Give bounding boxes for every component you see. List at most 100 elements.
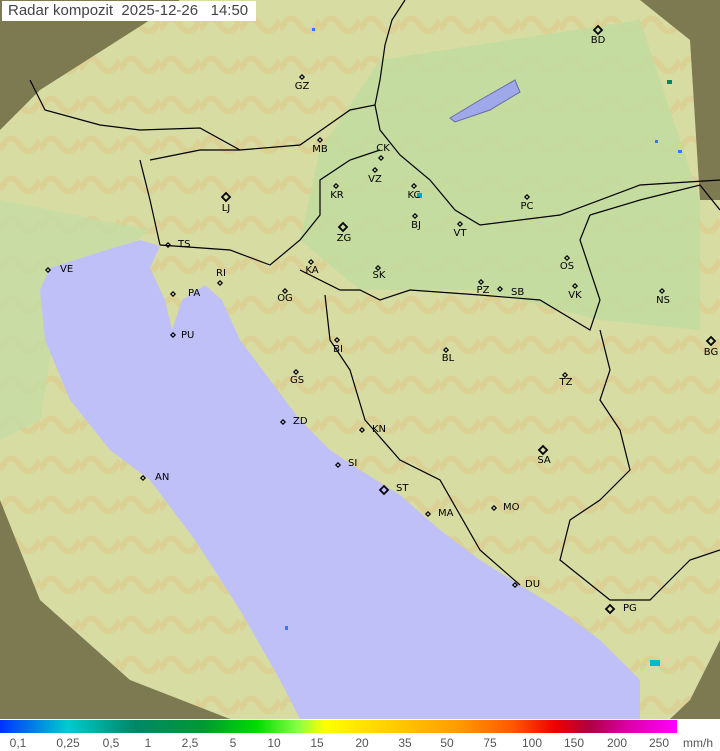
station-label-kc: KC bbox=[407, 190, 421, 201]
station-label-bl: BL bbox=[441, 353, 455, 364]
station-label-mo: MO bbox=[503, 502, 520, 513]
station-marker-bd bbox=[592, 24, 604, 36]
station-label-os: OS bbox=[559, 261, 575, 272]
station-label-bd: BD bbox=[590, 35, 606, 46]
echo bbox=[678, 150, 682, 153]
station-label-tz: TZ bbox=[559, 377, 573, 388]
legend-tick: 0,25 bbox=[56, 736, 80, 750]
station-marker-os bbox=[563, 254, 571, 262]
station-marker-vz bbox=[371, 166, 379, 174]
station-label-pa: PA bbox=[188, 288, 201, 299]
station-marker-ck bbox=[377, 154, 385, 162]
station-marker-mo bbox=[490, 504, 498, 512]
echo bbox=[312, 28, 315, 31]
station-label-sa: SA bbox=[537, 455, 551, 466]
station-marker-st bbox=[378, 484, 390, 496]
lake-balaton bbox=[449, 79, 521, 123]
station-marker-gs bbox=[292, 368, 300, 376]
station-label-zd: ZD bbox=[293, 416, 308, 427]
station-marker-pz bbox=[477, 278, 485, 286]
legend-tick: 0,5 bbox=[102, 736, 120, 750]
legend-tick: 250 bbox=[648, 736, 670, 750]
station-marker-du bbox=[511, 581, 519, 589]
station-marker-vt bbox=[456, 220, 464, 228]
station-label-pu: PU bbox=[181, 330, 195, 341]
station-label-ts: TS bbox=[178, 239, 191, 250]
station-label-bj: BJ bbox=[411, 220, 421, 231]
legend-tick: 15 bbox=[310, 736, 324, 750]
station-label-vk: VK bbox=[568, 290, 582, 301]
station-label-kn: KN bbox=[372, 424, 387, 435]
station-label-pz: PZ bbox=[476, 285, 490, 296]
adriatic-sea bbox=[40, 240, 640, 719]
station-marker-an bbox=[139, 474, 147, 482]
station-label-gs: GS bbox=[289, 375, 305, 386]
station-marker-pg bbox=[604, 603, 616, 615]
station-marker-kn bbox=[358, 426, 366, 434]
station-label-gz: GZ bbox=[294, 81, 310, 92]
station-marker-zd bbox=[279, 418, 287, 426]
station-label-vt: VT bbox=[453, 228, 467, 239]
legend-tick: 10 bbox=[267, 736, 281, 750]
station-label-lj: LJ bbox=[221, 203, 231, 214]
station-label-an: AN bbox=[155, 472, 170, 483]
station-label-vz: VZ bbox=[368, 174, 382, 185]
radar-map[interactable]: GZ BD MB CK VZ KR KC LJ ZG BJ VT PC TS VE KA SK OS RI PA OG… bbox=[0, 0, 720, 720]
station-marker-gz bbox=[298, 73, 306, 81]
legend-tick: 200 bbox=[606, 736, 628, 750]
station-marker-kr bbox=[332, 182, 340, 190]
station-label-sb: SB bbox=[511, 287, 525, 298]
legend-tick: 2,5 bbox=[181, 736, 199, 750]
station-marker-tz bbox=[561, 371, 569, 379]
map-canvas bbox=[0, 0, 720, 719]
country-borders bbox=[29, 0, 720, 601]
station-label-ck: CK bbox=[376, 143, 390, 154]
radar-echoes bbox=[285, 28, 682, 666]
legend-tick: 20 bbox=[355, 736, 369, 750]
station-marker-ka bbox=[307, 258, 315, 266]
echo bbox=[285, 626, 288, 630]
station-marker-ts bbox=[164, 241, 172, 249]
station-marker-vk bbox=[571, 282, 579, 290]
station-label-du: DU bbox=[525, 579, 541, 590]
station-label-mb: MB bbox=[312, 144, 328, 155]
station-label-kr: KR bbox=[330, 190, 344, 201]
station-marker-kc bbox=[410, 182, 418, 190]
station-marker-sb bbox=[496, 285, 504, 293]
station-label-pg: PG bbox=[623, 603, 637, 614]
station-label-bi: BI bbox=[333, 344, 343, 355]
map-title: Radar kompozit 2025-12-26 14:50 bbox=[2, 1, 257, 21]
station-label-ve: VE bbox=[60, 264, 74, 275]
station-label-bg: BG bbox=[703, 347, 719, 358]
station-marker-pc bbox=[523, 193, 531, 201]
legend-tick: 1 bbox=[144, 736, 152, 750]
station-marker-zg bbox=[337, 221, 349, 233]
station-marker-bl bbox=[442, 346, 450, 354]
station-marker-lj bbox=[220, 191, 232, 203]
lowland-po bbox=[0, 200, 150, 440]
station-marker-bi bbox=[333, 336, 341, 344]
station-marker-ve bbox=[44, 266, 52, 274]
station-label-ri: RI bbox=[216, 268, 226, 279]
station-label-zg: ZG bbox=[336, 233, 352, 244]
legend-tick: 75 bbox=[483, 736, 497, 750]
legend-tick: 50 bbox=[440, 736, 454, 750]
station-label-ma: MA bbox=[438, 508, 454, 519]
station-marker-bg bbox=[705, 335, 717, 347]
legend-tick: 35 bbox=[398, 736, 412, 750]
precipitation-legend: 0,1 0,25 0,5 1 2,5 5 10 15 20 35 50 75 100 150 200 250 … bbox=[0, 719, 720, 751]
legend-tick: 5 bbox=[229, 736, 237, 750]
station-label-sk: SK bbox=[372, 270, 386, 281]
station-marker-ri bbox=[216, 279, 224, 287]
station-marker-pa bbox=[169, 290, 177, 298]
echo bbox=[417, 193, 422, 198]
legend-tick: 100 bbox=[521, 736, 543, 750]
station-label-st: ST bbox=[396, 483, 409, 494]
echo bbox=[655, 140, 658, 143]
station-marker-pu bbox=[169, 331, 177, 339]
station-label-ns: NS bbox=[656, 295, 670, 306]
legend-color-scale bbox=[0, 720, 677, 733]
station-marker-mb bbox=[316, 136, 324, 144]
echo bbox=[650, 660, 660, 666]
lowland-area bbox=[300, 20, 700, 330]
